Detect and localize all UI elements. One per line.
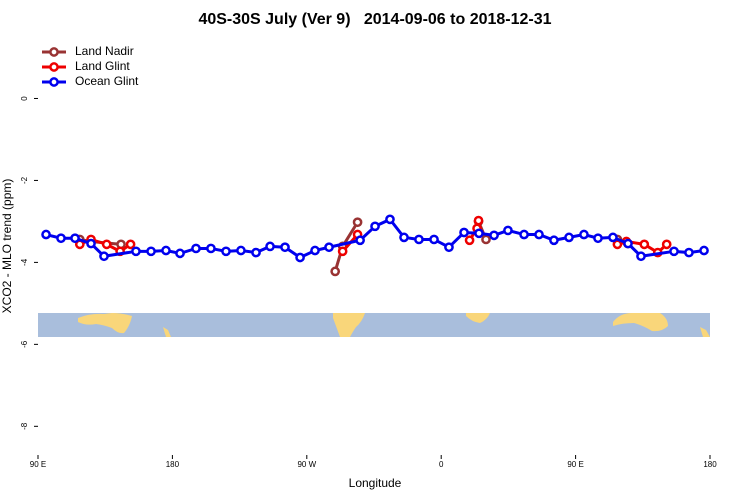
data-point (355, 235, 365, 246)
data-point (146, 246, 156, 257)
data-point (295, 252, 305, 263)
data-point (191, 243, 201, 254)
data-point (414, 234, 424, 245)
data-point (593, 233, 603, 244)
data-point (99, 251, 109, 262)
chart-title: 40S-30S July (Ver 9) 2014-09-06 to 2018-… (198, 11, 551, 28)
data-point (236, 245, 246, 256)
data-point (579, 229, 589, 240)
data-point (131, 246, 141, 257)
data-point (310, 245, 320, 256)
data-point (564, 232, 574, 243)
x-tick-label: 180 (166, 460, 180, 469)
data-point (324, 242, 334, 253)
data-point (352, 217, 363, 228)
legend-label: Land Glint (75, 59, 130, 73)
y-axis-label: XCO2 - MLO trend (ppm) (0, 179, 14, 314)
x-tick-label: 90 E (567, 460, 583, 469)
land-shape (700, 327, 710, 337)
data-point (636, 251, 646, 262)
data-point (175, 248, 185, 259)
data-point (399, 232, 409, 243)
data-point (481, 234, 491, 245)
data-point (459, 227, 469, 238)
x-axis-label: Longitude (349, 476, 402, 490)
x-tick-label: 180 (703, 460, 717, 469)
legend-label: Ocean Glint (75, 74, 139, 88)
legend-label: Land Nadir (75, 44, 134, 58)
data-point (221, 246, 231, 257)
data-point (265, 241, 275, 252)
data-point (280, 242, 290, 253)
data-point (444, 242, 454, 253)
data-point (125, 239, 136, 250)
data-point (251, 247, 261, 258)
data-point (370, 221, 380, 232)
legend-marker (49, 77, 59, 87)
data-point (519, 229, 529, 240)
data-point (534, 229, 544, 240)
land-shape (466, 313, 490, 323)
data-point (206, 243, 216, 254)
data-point (86, 238, 96, 249)
data-point (474, 228, 484, 239)
y-tick-label: 0 (20, 96, 29, 101)
data-point (684, 247, 694, 258)
land-shape (613, 313, 668, 332)
data-point (161, 245, 171, 256)
ocean-strip (38, 313, 710, 337)
data-point (337, 246, 348, 257)
data-point (639, 239, 650, 250)
x-tick-label: 0 (439, 460, 444, 469)
data-point (669, 246, 679, 257)
legend-marker (49, 47, 59, 57)
y-tick-label: -2 (20, 176, 29, 184)
data-point (503, 225, 513, 236)
data-point (464, 235, 475, 246)
x-tick-label: 90 W (297, 460, 316, 469)
series-line (79, 220, 629, 272)
data-point (699, 245, 709, 256)
y-tick-label: -8 (20, 422, 29, 430)
data-point (549, 235, 559, 246)
data-point (330, 266, 341, 277)
data-point (56, 233, 66, 244)
data-point (41, 229, 51, 240)
data-point (385, 214, 395, 225)
data-point (101, 239, 112, 250)
x-tick-label: 90 E (30, 460, 46, 469)
data-point (489, 230, 499, 241)
legend-marker (49, 62, 59, 72)
data-point (473, 215, 484, 226)
land-shape (78, 313, 132, 334)
data-point (623, 238, 633, 249)
land-shape (333, 313, 365, 337)
data-point (608, 232, 618, 243)
data-point (70, 233, 80, 244)
y-tick-label: -4 (20, 258, 29, 266)
data-point (661, 239, 672, 250)
data-point (429, 234, 439, 245)
map-strip (38, 313, 710, 337)
land-shape (163, 327, 171, 337)
y-tick-label: -6 (20, 340, 29, 348)
